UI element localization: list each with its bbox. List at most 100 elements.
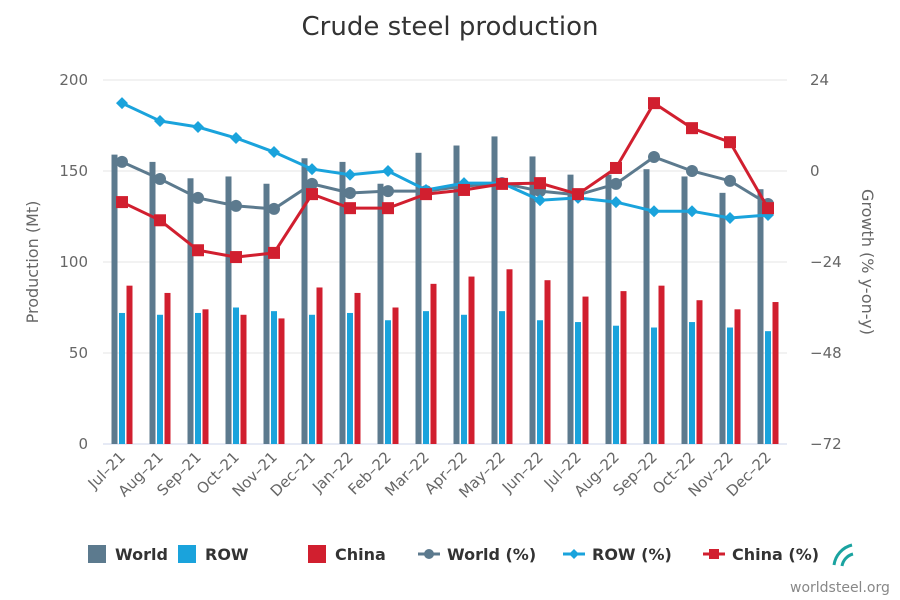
point-china (686, 122, 698, 135)
bar-world (643, 169, 650, 444)
bar-china (430, 283, 437, 444)
point-world (192, 191, 204, 204)
bar-china (316, 287, 323, 444)
point-china (762, 202, 774, 215)
gridlines (103, 79, 787, 445)
bar-china (278, 318, 285, 444)
bar-row (309, 314, 315, 444)
legend-label-world: World (%) (447, 545, 536, 564)
point-world (306, 177, 318, 190)
bar-row (575, 322, 581, 444)
y2-axis-title: Growth (% y-on-y) (858, 189, 877, 335)
point-china (610, 161, 622, 174)
signal-arc-icon (832, 543, 853, 566)
bar-china (126, 285, 133, 444)
source-text: worldsteel.org (790, 580, 890, 596)
bar-world (187, 178, 194, 444)
bar-world (529, 156, 536, 444)
legend-swatch-world (88, 545, 106, 563)
bar-world (301, 158, 308, 444)
point-row (192, 121, 204, 134)
chart-title: Crude steel production (302, 12, 599, 42)
signal-arc-icon (840, 552, 854, 567)
point-china (116, 196, 128, 209)
legend-marker-china (709, 549, 719, 559)
bar-china (582, 296, 589, 444)
legend-label-china: China (%) (732, 545, 819, 564)
bar-world (111, 154, 118, 444)
point-row (154, 114, 166, 127)
bar-row (195, 312, 201, 444)
point-china (344, 202, 356, 215)
bar-china (734, 309, 741, 444)
bar-world (415, 152, 422, 445)
legend-label-world: World (115, 545, 168, 564)
point-china (420, 188, 432, 201)
point-china (534, 177, 546, 190)
y2-tick-label: −72 (810, 435, 842, 453)
bar-row (119, 312, 125, 444)
bar-china (544, 280, 551, 444)
bar-china (164, 292, 171, 444)
point-world (686, 165, 698, 177)
point-row (306, 163, 318, 176)
point-row (382, 165, 394, 177)
point-china (230, 251, 242, 264)
bar-world (681, 176, 688, 444)
bar-row (347, 312, 353, 444)
source-logo: worldsteel.org (790, 543, 890, 596)
y-tick-label: 150 (59, 162, 88, 180)
y-tick-label: 200 (59, 71, 88, 89)
point-china (306, 188, 318, 201)
bar-row (689, 322, 695, 444)
bar-china (696, 300, 703, 444)
bar-row (537, 320, 543, 444)
bar-world (605, 174, 612, 444)
bar-row (499, 311, 505, 444)
line-series (116, 97, 774, 264)
point-china (724, 136, 736, 149)
legend-swatch-row (178, 545, 196, 563)
point-world (154, 172, 166, 185)
y2-tick-label: −24 (810, 253, 842, 271)
legend-marker-row (569, 549, 579, 559)
y-axis-left: 0 50 100 150 200 (59, 71, 88, 453)
line-world (121, 155, 769, 211)
bar-china (354, 292, 361, 444)
bar-world (149, 161, 156, 444)
y2-tick-label: −48 (810, 344, 842, 362)
point-world (230, 199, 242, 212)
bar-china (658, 285, 665, 444)
point-row (610, 196, 622, 209)
point-world (382, 185, 394, 198)
point-row (116, 97, 128, 110)
bar-row (461, 314, 467, 444)
point-row (686, 205, 698, 218)
legend: World ROW China World (%) ROW (%) China (%) (88, 545, 819, 564)
point-world (268, 202, 280, 215)
bar-china (240, 314, 247, 444)
point-world (724, 174, 736, 187)
point-china (192, 244, 204, 257)
point-china (648, 97, 660, 110)
bar-world (225, 176, 232, 444)
point-china (154, 214, 166, 227)
bar-china (468, 276, 475, 444)
bar-row (385, 320, 391, 444)
bar-row (765, 331, 771, 444)
bar-row (423, 311, 429, 444)
point-row (344, 168, 356, 181)
bar-row (271, 311, 277, 444)
bar-series (111, 136, 779, 445)
point-row (268, 146, 280, 159)
y-tick-label: 50 (69, 344, 88, 362)
y2-tick-label: 0 (810, 162, 820, 180)
bar-row (233, 307, 239, 444)
line-china (121, 101, 770, 259)
bar-world (453, 145, 460, 444)
point-row (648, 205, 660, 218)
bar-world (377, 183, 384, 445)
y-axis-title: Production (Mt) (23, 201, 42, 324)
point-china (382, 202, 394, 215)
